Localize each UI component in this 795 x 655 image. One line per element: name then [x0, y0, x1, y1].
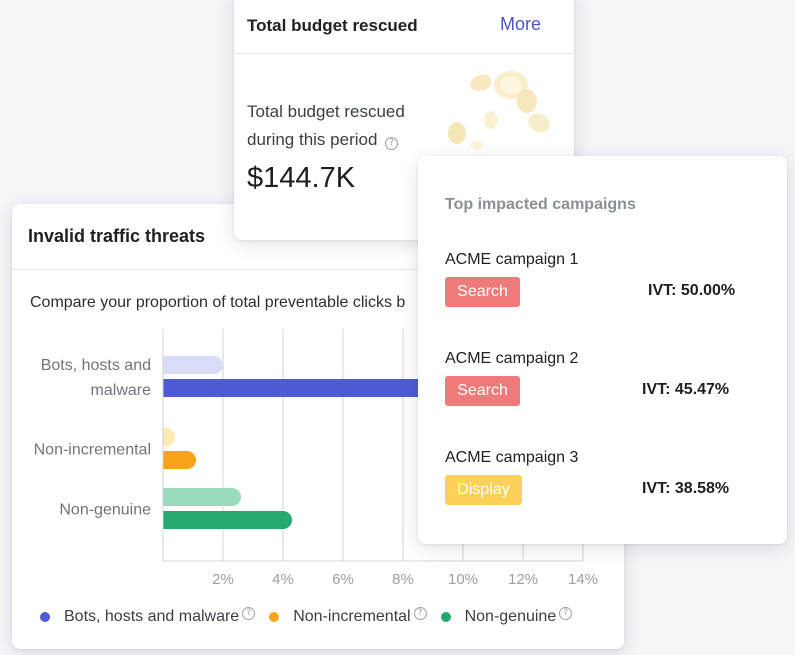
x-tick-label: 8% — [392, 571, 414, 588]
legend-dot-non-incremental — [269, 612, 280, 622]
threats-description: Compare your proportion of total prevent… — [30, 294, 406, 311]
bar — [154, 451, 196, 469]
axis-mask — [153, 349, 163, 561]
legend-label-bots: Bots, hosts and malware — [64, 608, 240, 625]
more-link[interactable]: More — [499, 14, 541, 34]
channel-tag-search: Search — [445, 277, 520, 307]
campaign-name[interactable]: ACME campaign 2 — [445, 350, 579, 367]
help-circle-icon[interactable]: ? — [413, 606, 427, 620]
budget-label-text: Total budget rescued during this period — [247, 102, 405, 149]
x-tick-label: 2% — [212, 571, 234, 588]
budget-label: Total budget rescued during this period … — [247, 98, 447, 154]
ivt-value: IVT: 50.00% — [648, 282, 736, 299]
budget-amount: $144.7K — [247, 162, 356, 194]
category-label: Non-incremental — [34, 442, 151, 459]
campaign-name[interactable]: ACME campaign 3 — [445, 449, 579, 466]
category-label: Non-genuine — [59, 502, 151, 519]
channel-tag-display: Display — [445, 475, 522, 505]
top-impacted-campaigns-card: Top impacted campaigns ACME campaign 1 S… — [418, 156, 787, 544]
x-tick-label: 12% — [508, 571, 538, 588]
channel-tag-search: Search — [445, 376, 520, 406]
chart-legend: Bots, hosts and malware ? Non-incrementa… — [40, 606, 586, 626]
x-tick-label: 14% — [568, 571, 598, 588]
campaigns-card-title: Top impacted campaigns — [445, 196, 636, 213]
campaign-name[interactable]: ACME campaign 1 — [445, 251, 579, 268]
category-label: Bots, hosts and — [41, 357, 151, 374]
help-circle-icon[interactable]: ? — [385, 136, 399, 150]
budget-card-title: Total budget rescued — [247, 16, 418, 35]
budget-card-header: Total budget rescued More — [234, 0, 574, 54]
campaign-item[interactable]: ACME campaign 1 Search IVT: 50.00% — [445, 251, 765, 321]
help-circle-icon[interactable]: ? — [559, 606, 573, 620]
legend-label-non-genuine: Non-genuine — [464, 608, 557, 625]
x-tick-label: 4% — [272, 571, 294, 588]
category-label: malware — [91, 382, 152, 399]
campaign-item[interactable]: ACME campaign 3 Display IVT: 38.58% — [445, 449, 765, 519]
bar — [154, 511, 292, 529]
bar — [154, 379, 478, 397]
legend-item-bots[interactable]: Bots, hosts and malware ? — [40, 606, 256, 626]
coins-illustration — [448, 71, 550, 150]
x-tick-label: 10% — [448, 571, 478, 588]
benchmark-bar — [154, 488, 241, 506]
threats-card-title: Invalid traffic threats — [12, 204, 624, 270]
benchmark-bar — [154, 356, 223, 374]
legend-item-non-incremental[interactable]: Non-incremental ? — [269, 606, 427, 626]
x-tick-label: 6% — [332, 571, 354, 588]
legend-dot-non-genuine — [440, 612, 451, 622]
campaign-item[interactable]: ACME campaign 2 Search IVT: 45.47% — [445, 350, 765, 420]
ivt-value: IVT: 38.58% — [642, 480, 730, 497]
legend-label-non-incremental: Non-incremental — [293, 608, 411, 625]
help-circle-icon[interactable]: ? — [242, 606, 256, 620]
ivt-value: IVT: 45.47% — [642, 381, 730, 398]
legend-item-non-genuine[interactable]: Non-genuine ? — [440, 606, 573, 626]
legend-dot-bots — [40, 612, 50, 622]
